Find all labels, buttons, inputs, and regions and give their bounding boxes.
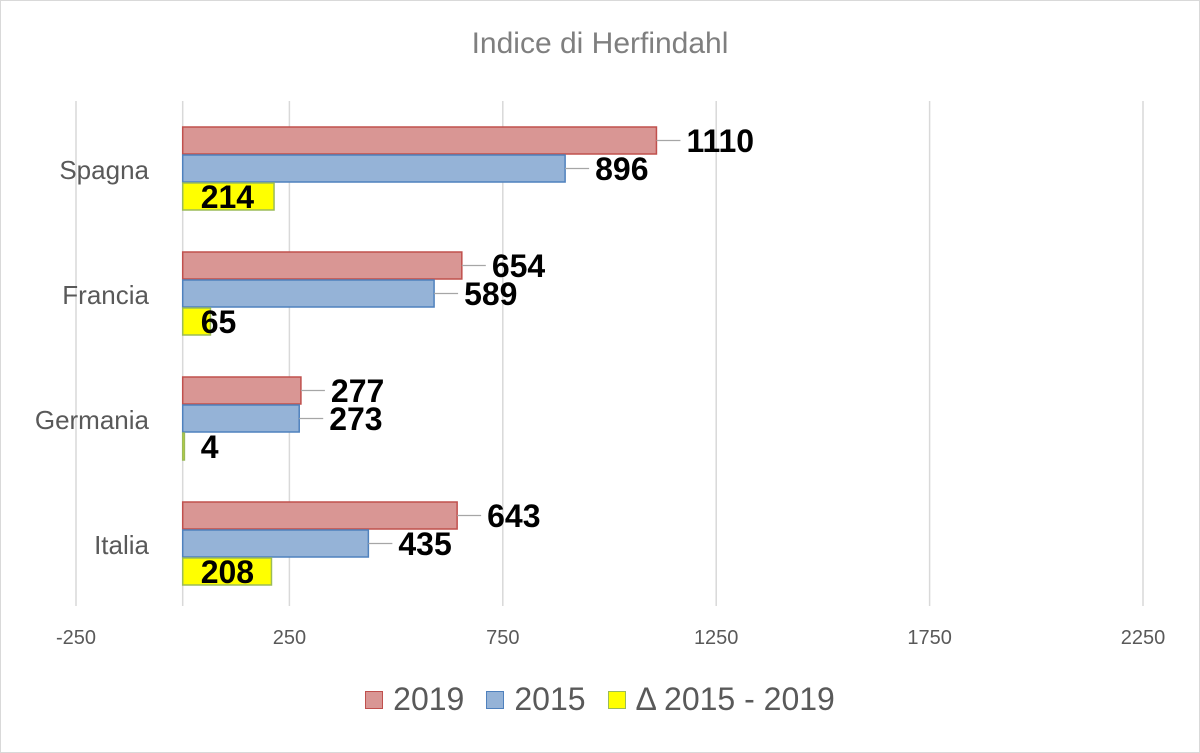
x-tick-label: 250 (273, 627, 306, 649)
legend-label: 2019 (393, 681, 465, 717)
bar (181, 307, 212, 336)
bar (181, 501, 458, 530)
bar (181, 182, 275, 211)
legend-swatch (365, 690, 384, 709)
category-label: Germania (35, 405, 150, 435)
bar (181, 251, 463, 280)
data-label: 435 (398, 526, 451, 562)
data-label: 214 (201, 179, 255, 215)
data-label: 896 (595, 151, 648, 187)
x-tick-label: 750 (486, 627, 519, 649)
legend-swatch (486, 690, 505, 709)
data-label: 208 (201, 554, 254, 590)
category-label: Francia (62, 280, 149, 310)
chart-title: Indice di Herfindahl (471, 27, 729, 60)
data-label: 589 (464, 276, 517, 312)
data-label: 65 (201, 304, 237, 340)
legend-label: Δ 2015 - 2019 (635, 681, 835, 717)
legend-label: 2015 (514, 681, 586, 717)
legend-item: 2019 (365, 681, 464, 718)
chart-legend: 2019 2015 Δ 2015 - 2019 (1, 681, 1199, 718)
data-label: 277 (331, 373, 384, 409)
data-label: 643 (487, 498, 540, 534)
x-tick-label: 1250 (694, 627, 739, 649)
bar (181, 126, 658, 155)
bar (181, 279, 435, 308)
bar (181, 376, 302, 405)
category-label: Italia (94, 530, 149, 560)
bar (181, 404, 300, 433)
data-label: 4 (201, 429, 219, 465)
data-label: 273 (329, 401, 382, 437)
category-label: Spagna (59, 155, 149, 185)
legend-item: Δ 2015 - 2019 (607, 681, 835, 718)
bar (181, 557, 273, 586)
legend-item: 2015 (486, 681, 586, 718)
x-tick-label: 1750 (907, 627, 952, 649)
data-label: 1110 (686, 123, 754, 159)
bar (181, 154, 566, 183)
x-tick-label: 2250 (1121, 627, 1166, 649)
x-tick-label: -250 (56, 627, 96, 649)
bar (181, 529, 370, 558)
data-label: 654 (492, 248, 546, 284)
legend-swatch (607, 690, 626, 709)
bar (181, 432, 186, 461)
